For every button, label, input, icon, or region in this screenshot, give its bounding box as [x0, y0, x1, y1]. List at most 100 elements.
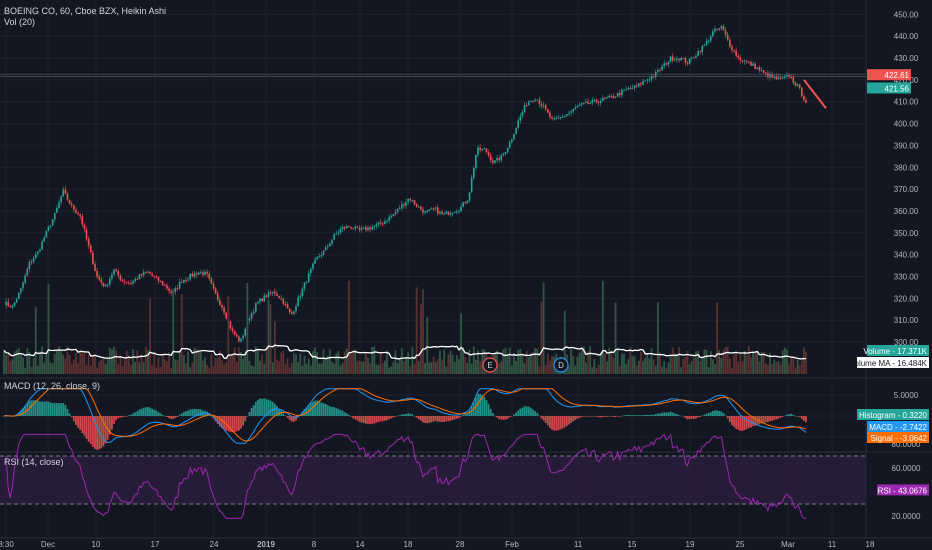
macd-histogram-bar — [113, 416, 115, 424]
macd-line — [3, 388, 807, 444]
price-candle — [128, 282, 130, 284]
volume-bar — [250, 365, 253, 374]
macd-histogram-bar — [392, 416, 395, 418]
volume-bar — [595, 367, 598, 374]
volume-bar — [189, 367, 192, 374]
volume-bar — [716, 302, 719, 374]
macd-histogram-bar — [284, 415, 287, 416]
volume-bar — [301, 365, 304, 374]
price-candle — [722, 26, 725, 31]
volume-bar — [263, 363, 266, 374]
price-candle — [606, 97, 608, 99]
price-candle — [631, 87, 634, 89]
price-candle — [369, 227, 371, 230]
price-candle — [70, 203, 73, 206]
price-candle — [568, 113, 570, 115]
volume-bar — [172, 288, 175, 374]
price-candle — [737, 55, 740, 58]
volume-bar — [72, 359, 75, 374]
price-candle — [792, 77, 795, 83]
price-candle — [703, 44, 706, 46]
volume-bar — [62, 354, 65, 374]
macd-histogram-bar — [248, 411, 251, 416]
volume-bar — [576, 356, 579, 374]
macd-histogram-bar — [798, 416, 801, 417]
macd-histogram-bar — [210, 415, 213, 417]
volume-bar — [66, 346, 69, 374]
price-candle — [185, 279, 187, 281]
price-candle — [506, 147, 509, 152]
signal-line — [3, 388, 807, 442]
macd-histogram-bar — [83, 416, 86, 436]
volume-bar — [724, 347, 727, 374]
price-candle — [635, 85, 638, 87]
price-candle — [665, 63, 668, 65]
volume-bar — [394, 350, 397, 374]
price-candle — [729, 39, 731, 47]
macd-histogram-bar — [711, 411, 714, 416]
macd-histogram-bar — [413, 415, 416, 417]
price-candle — [739, 57, 742, 61]
volume-bar — [432, 356, 435, 374]
price-candle — [316, 256, 318, 260]
volume-bar — [273, 321, 276, 374]
price-candle — [335, 233, 338, 235]
macd-histogram-bar — [616, 416, 619, 417]
price-candle — [119, 275, 122, 281]
macd-histogram-bar — [447, 416, 450, 422]
volume-bar — [758, 361, 761, 374]
price-candle — [159, 281, 162, 283]
volume-bar — [271, 362, 274, 374]
price-candle — [365, 227, 367, 231]
macd-histogram-bar — [189, 409, 192, 416]
volume-bar — [517, 349, 520, 374]
volume-bar — [705, 350, 708, 374]
macd-histogram-bar — [225, 416, 228, 431]
price-candle — [94, 264, 96, 271]
volume-bar — [661, 366, 664, 374]
price-candle — [271, 291, 274, 294]
volume-bar — [572, 355, 575, 374]
macd-histogram-bar — [345, 413, 348, 416]
macd-histogram-bar — [70, 416, 73, 418]
macd-histogram-bar — [656, 413, 659, 416]
volume-bar — [682, 358, 685, 374]
price-candle — [773, 76, 776, 78]
volume-bar — [455, 354, 458, 374]
macd-histogram-bar — [127, 415, 130, 416]
macd-histogram-bar — [422, 416, 424, 423]
volume-bar — [261, 354, 264, 374]
volume-bar — [551, 356, 553, 374]
volume-bar — [635, 365, 638, 374]
volume-bar — [606, 361, 608, 374]
volume-bar — [578, 352, 581, 374]
price-candle — [748, 61, 750, 63]
macd-histogram-bar — [540, 416, 543, 419]
price-candle — [589, 103, 591, 105]
volume-bar — [703, 349, 706, 374]
volume-bar — [191, 362, 194, 374]
price-candle — [329, 243, 331, 247]
price-candle — [30, 261, 33, 263]
macd-histogram-bar — [445, 416, 448, 422]
volume-bar — [388, 367, 391, 374]
price-candle — [426, 211, 429, 213]
price-candle — [396, 208, 399, 213]
macd-histogram-bar — [786, 414, 788, 416]
volume-bar — [286, 358, 289, 374]
macd-histogram-bar — [686, 416, 689, 420]
macd-histogram-bar — [802, 416, 805, 421]
price-candle — [642, 80, 644, 85]
macd-histogram-bar — [318, 401, 321, 416]
volume-bar — [17, 348, 20, 374]
volume-bar — [134, 361, 137, 374]
price-candle — [187, 279, 189, 281]
price-tick-label: 340.00 — [894, 251, 919, 260]
volume-bar — [413, 364, 416, 374]
price-candle — [648, 79, 651, 81]
price-candle — [377, 222, 380, 225]
price-candle — [532, 100, 534, 102]
macd-histogram-bar — [166, 416, 168, 418]
macd-histogram-bar — [574, 416, 577, 420]
